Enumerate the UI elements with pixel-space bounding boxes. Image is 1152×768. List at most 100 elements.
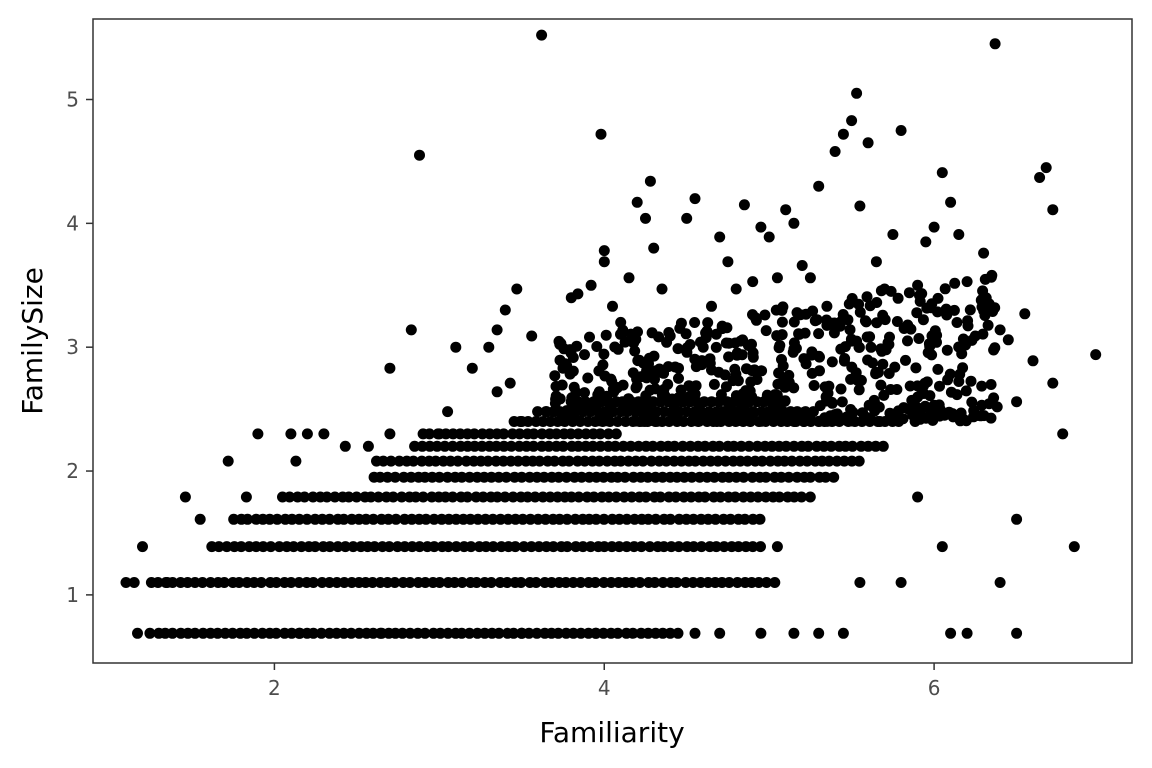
data-point	[128, 577, 140, 588]
data-point	[507, 491, 519, 503]
data-point	[644, 175, 656, 187]
data-point	[854, 200, 866, 212]
data-point	[491, 324, 503, 336]
data-point	[910, 362, 922, 374]
data-point	[912, 279, 924, 291]
data-point	[396, 491, 408, 503]
x-tick-label: 4	[598, 676, 611, 700]
data-point	[839, 353, 851, 364]
data-point	[710, 513, 721, 525]
data-point	[747, 347, 759, 359]
data-point	[714, 627, 726, 639]
data-point	[689, 317, 701, 328]
data-point	[640, 491, 652, 503]
data-point	[405, 324, 417, 336]
data-point	[770, 304, 782, 316]
data-point	[800, 358, 812, 370]
data-point	[698, 407, 710, 419]
data-point	[442, 471, 453, 483]
data-point	[994, 324, 1006, 336]
data-point	[540, 513, 551, 525]
data-point	[241, 627, 253, 639]
data-point	[723, 337, 735, 349]
data-point	[634, 577, 646, 588]
data-point	[747, 541, 759, 553]
data-point	[876, 345, 888, 357]
data-point	[939, 283, 951, 295]
data-point	[315, 627, 327, 639]
data-point	[227, 627, 239, 639]
data-point	[242, 513, 253, 525]
data-point	[964, 304, 976, 316]
data-point	[957, 362, 969, 374]
data-point	[644, 541, 656, 553]
data-point	[367, 513, 379, 525]
data-point	[660, 455, 672, 467]
data-point	[464, 471, 476, 483]
data-point	[651, 415, 663, 427]
data-point	[754, 513, 766, 525]
data-point	[594, 428, 606, 440]
data-point	[878, 389, 890, 401]
data-point	[869, 397, 880, 408]
x-tick-label: 6	[928, 676, 941, 700]
data-point	[549, 455, 560, 467]
data-point	[384, 362, 396, 374]
data-point	[590, 627, 602, 639]
data-point	[680, 328, 692, 340]
data-point	[912, 491, 924, 503]
data-point	[823, 455, 835, 467]
data-point	[222, 455, 234, 467]
data-point	[656, 283, 668, 295]
data-point	[271, 513, 283, 525]
data-point	[587, 440, 599, 452]
data-point	[666, 412, 678, 424]
y-axis: 1 2 3 4 5	[66, 88, 93, 607]
data-point	[285, 577, 297, 588]
data-point	[598, 541, 610, 553]
data-point	[892, 405, 904, 417]
data-point	[642, 405, 654, 417]
data-point	[499, 304, 511, 316]
data-point	[434, 577, 446, 588]
data-point	[685, 491, 697, 503]
data-point	[673, 541, 685, 553]
data-point	[702, 317, 714, 329]
data-point	[626, 491, 638, 503]
data-point	[221, 541, 233, 553]
data-point	[829, 146, 841, 157]
data-point	[456, 471, 468, 483]
data-point	[531, 627, 543, 639]
data-point	[712, 455, 724, 467]
data-point	[806, 349, 818, 361]
data-point	[739, 405, 751, 416]
data-point	[715, 491, 726, 503]
data-point	[760, 325, 772, 337]
data-point	[771, 541, 783, 553]
data-point	[516, 627, 528, 639]
data-point	[598, 407, 610, 419]
data-point	[879, 283, 891, 295]
data-point	[775, 471, 787, 483]
data-point	[821, 300, 833, 312]
data-point	[804, 471, 816, 483]
data-point	[788, 440, 800, 452]
data-point	[944, 368, 956, 380]
data-point	[664, 513, 676, 525]
data-point	[285, 428, 297, 440]
data-point	[800, 308, 812, 320]
data-point	[1034, 172, 1046, 183]
data-point	[701, 325, 713, 337]
x-axis-title: Familiarity	[539, 716, 684, 749]
data-point	[684, 440, 696, 452]
data-point	[255, 577, 267, 588]
data-point	[433, 471, 445, 483]
data-point	[755, 221, 767, 233]
data-point	[447, 440, 459, 452]
data-point	[487, 541, 499, 553]
data-point	[911, 307, 923, 319]
data-point	[903, 287, 915, 299]
data-point	[161, 577, 173, 588]
data-point	[796, 491, 807, 503]
data-point	[471, 577, 483, 588]
